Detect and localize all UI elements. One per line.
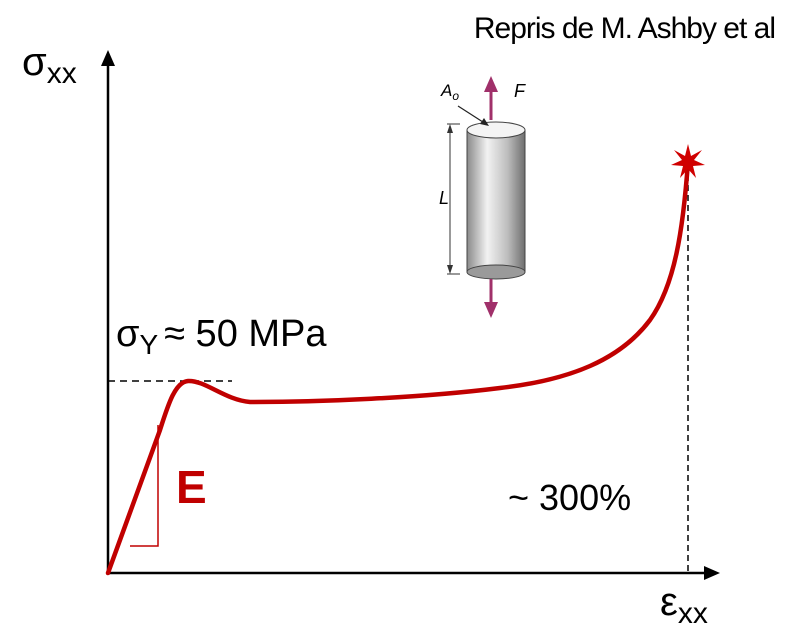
length-label: L	[439, 188, 449, 208]
subscript: Y	[139, 329, 158, 360]
text: ≈ 50 MPa	[164, 313, 327, 355]
x-arrow	[704, 566, 720, 580]
symbol: σ	[22, 40, 47, 84]
yield-label: σY ≈ 50 MPa	[116, 313, 327, 360]
subscript: xx	[47, 57, 77, 90]
symbol: ε	[660, 580, 678, 624]
subscript: xx	[678, 597, 708, 630]
stress-strain-curve	[105, 159, 691, 576]
symbol: σ	[116, 313, 139, 355]
x-axis-label: εxx	[660, 580, 708, 630]
area-label: Ao	[440, 81, 459, 103]
force-label: F	[514, 81, 526, 101]
y-axis-label: σxx	[22, 40, 77, 90]
fracture-star	[671, 144, 705, 178]
slope-triangle	[130, 425, 159, 547]
modulus-label: E	[176, 461, 207, 513]
credit: Repris de M. Ashby et al	[474, 12, 775, 45]
y-arrow	[101, 50, 115, 66]
specimen	[447, 76, 526, 318]
strain-label: ~ 300%	[508, 477, 631, 518]
subscript: o	[452, 89, 459, 103]
symbol: A	[440, 81, 452, 100]
